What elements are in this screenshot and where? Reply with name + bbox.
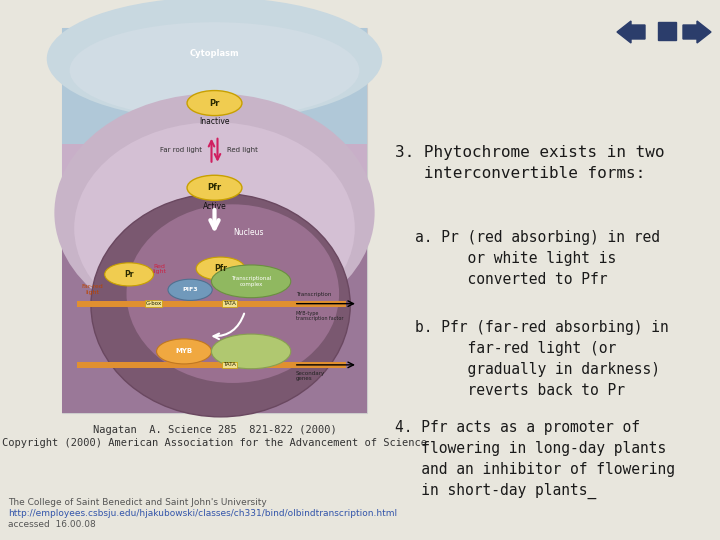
- Ellipse shape: [47, 0, 382, 120]
- Text: MYB: MYB: [176, 348, 192, 354]
- Text: a. Pr (red absorbing) in red
      or white light is
      converted to Pfr: a. Pr (red absorbing) in red or white li…: [415, 230, 660, 287]
- Text: Far rod light: Far rod light: [161, 147, 202, 153]
- Text: accessed  16.00.08: accessed 16.00.08: [8, 520, 96, 529]
- Text: TATA: TATA: [223, 362, 236, 367]
- Text: Pr: Pr: [125, 270, 134, 279]
- Ellipse shape: [104, 263, 153, 286]
- Text: Red
light: Red light: [153, 264, 166, 274]
- Bar: [658, 22, 676, 40]
- Text: 3. Phytochrome exists in two
   interconvertible forms:: 3. Phytochrome exists in two interconver…: [395, 145, 665, 181]
- Ellipse shape: [156, 339, 212, 364]
- Ellipse shape: [212, 334, 291, 369]
- Text: Secondary
genes: Secondary genes: [296, 370, 325, 381]
- Text: Far-red
light: Far-red light: [81, 284, 104, 295]
- Text: Pr: Pr: [210, 99, 220, 107]
- Text: Inactive: Inactive: [199, 117, 230, 126]
- Ellipse shape: [212, 265, 291, 298]
- Text: Cytoplasm: Cytoplasm: [189, 49, 239, 58]
- Text: PIF3: PIF3: [182, 287, 198, 292]
- Text: G-box: G-box: [145, 301, 161, 306]
- Bar: [62, 144, 367, 413]
- Text: MYB-type
transcription factor: MYB-type transcription factor: [296, 310, 343, 321]
- Text: 4. Pfr acts as a promoter of
   flowering in long-day plants
   and an inhibitor: 4. Pfr acts as a promoter of flowering i…: [395, 420, 675, 499]
- Ellipse shape: [55, 93, 374, 332]
- Bar: [77, 301, 346, 307]
- Text: Copyright (2000) American Association for the Advancement of Science: Copyright (2000) American Association fo…: [2, 438, 427, 448]
- Ellipse shape: [187, 91, 242, 116]
- Text: Pfr: Pfr: [207, 183, 222, 192]
- Text: Red light: Red light: [227, 147, 258, 153]
- Ellipse shape: [196, 257, 245, 280]
- Bar: [62, 220, 367, 413]
- Text: Nagatan  A. Science 285  821-822 (2000): Nagatan A. Science 285 821-822 (2000): [93, 425, 336, 435]
- Text: The College of Saint Benedict and Saint John's University: The College of Saint Benedict and Saint …: [8, 498, 266, 507]
- Text: Pfr: Pfr: [214, 264, 227, 273]
- Ellipse shape: [74, 123, 355, 334]
- Text: Transcriptional
complex: Transcriptional complex: [231, 276, 271, 287]
- Ellipse shape: [127, 204, 339, 383]
- Text: TATA: TATA: [223, 301, 236, 306]
- Ellipse shape: [168, 279, 212, 300]
- Text: Active: Active: [202, 202, 226, 211]
- Ellipse shape: [70, 22, 359, 118]
- FancyArrow shape: [617, 21, 645, 43]
- Text: Transcription: Transcription: [296, 292, 331, 296]
- Bar: [62, 28, 367, 413]
- Bar: [77, 362, 346, 368]
- Text: Nucleus: Nucleus: [233, 227, 264, 237]
- Text: http://employees.csbsju.edu/hjakubowski/classes/ch331/bind/olbindtranscription.h: http://employees.csbsju.edu/hjakubowski/…: [8, 509, 397, 518]
- Ellipse shape: [187, 176, 242, 200]
- Bar: [62, 28, 367, 228]
- Text: b. Pfr (far-red absorbing) in
      far-red light (or
      gradually in darknes: b. Pfr (far-red absorbing) in far-red li…: [415, 320, 669, 398]
- FancyArrow shape: [683, 21, 711, 43]
- Ellipse shape: [91, 193, 350, 417]
